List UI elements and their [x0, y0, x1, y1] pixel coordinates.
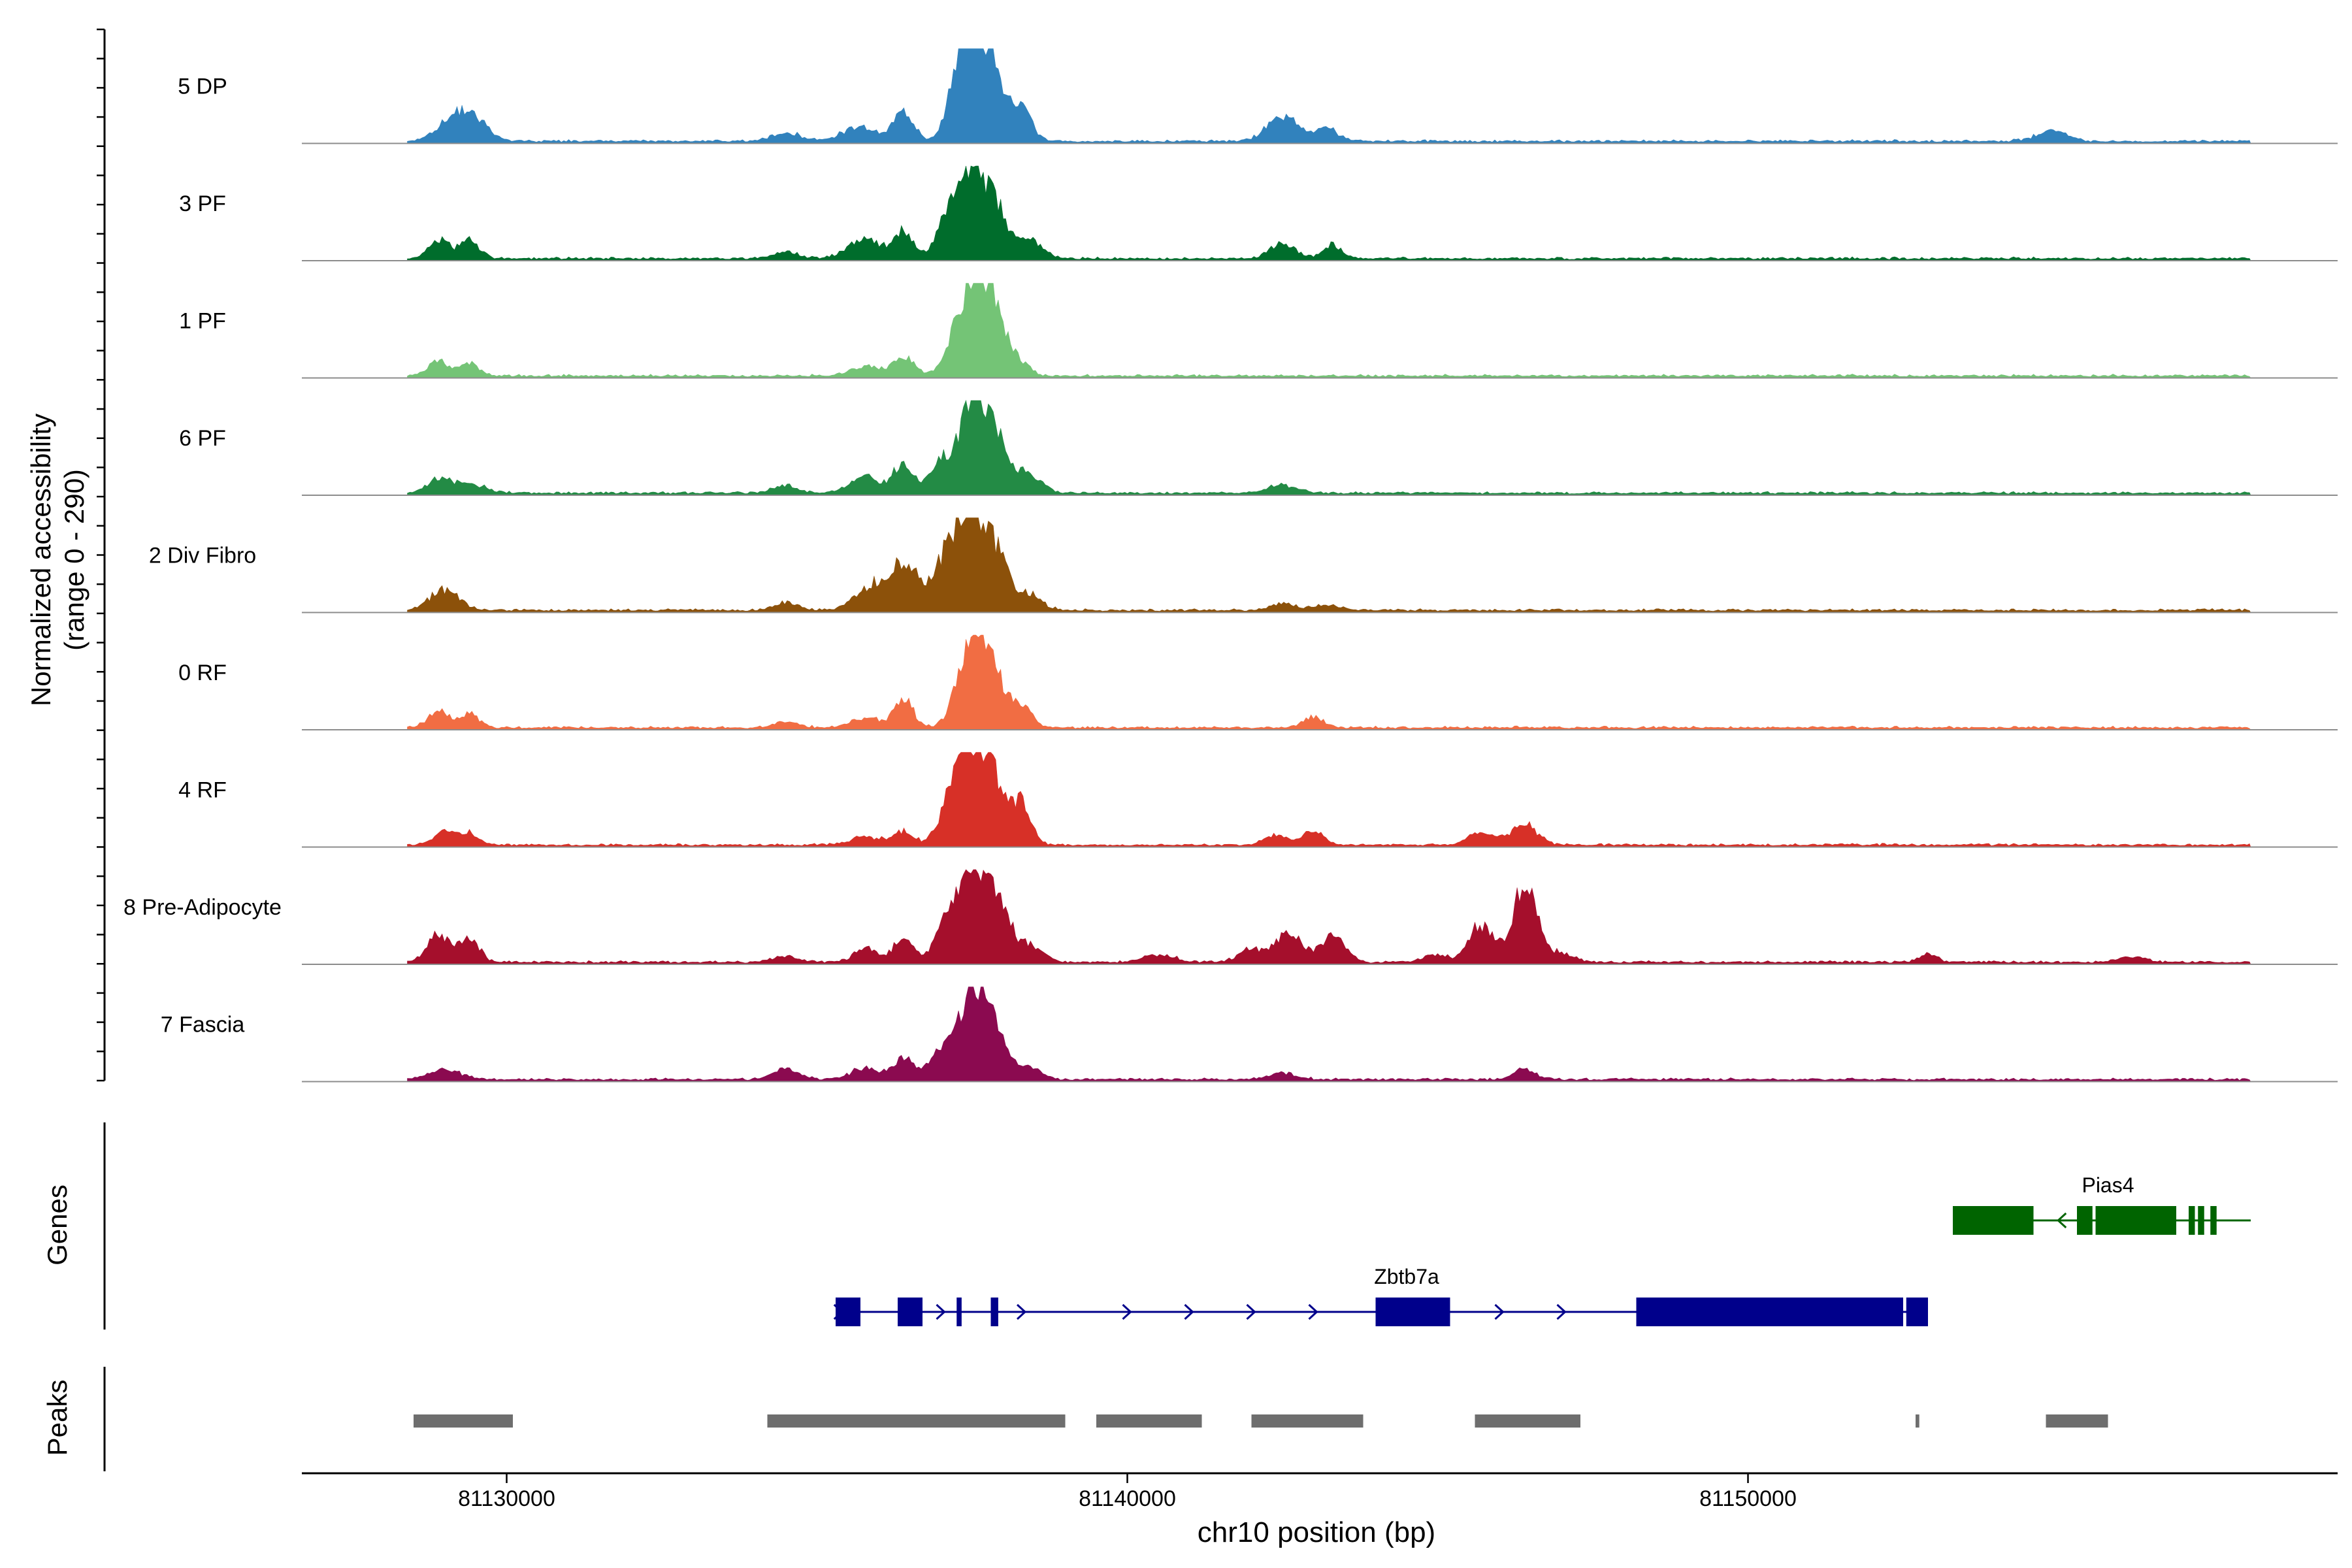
coverage-tracks: 5 DP 3 PF 1 PF 6 PF 2 Div Fibro 0 RF 4 RF 8 Pre… [123, 48, 2338, 1083]
track-label-5-dp: 5 DP [178, 74, 227, 99]
peak-region [2046, 1414, 2108, 1428]
genes-track-label: Genes [42, 1184, 73, 1266]
track-label-4-rf: 4 RF [178, 778, 227, 803]
peak-region [1916, 1414, 1919, 1428]
strand-arrow-zbtb7a [833, 1303, 843, 1320]
gene-exon-pias4 [1953, 1206, 2034, 1235]
strand-arrow-zbtb7a [1122, 1303, 1132, 1320]
strand-arrow-zbtb7a [1246, 1303, 1256, 1320]
peak-track [414, 1414, 2108, 1428]
gene-label-pias4: Pias4 [2082, 1173, 2134, 1197]
gene-exon-pias4 [2077, 1206, 2093, 1235]
track-label-6-pf: 6 PF [179, 426, 226, 451]
peak-region [414, 1414, 513, 1428]
coverage-2-div-fibro [407, 517, 2251, 613]
y-axis-range: (range 0 - 290) [59, 469, 90, 651]
peak-region [1096, 1414, 1202, 1428]
track-label-2-div-fibro: 2 Div Fibro [149, 544, 256, 568]
coverage-5-dp [407, 48, 2251, 144]
gene-exon-pias4 [2095, 1206, 2176, 1235]
strand-arrow-zbtb7a [1494, 1303, 1505, 1320]
coverage-3-pf [407, 165, 2251, 261]
strand-arrow-zbtb7a [1308, 1303, 1318, 1320]
gene-exon-zbtb7a [1636, 1298, 1903, 1326]
gene-label-zbtb7a: Zbtb7a [1374, 1265, 1439, 1288]
gene-exon-zbtb7a [1906, 1298, 1928, 1326]
track-label-7-fascia: 7 Fascia [161, 1013, 245, 1037]
gene-exon-pias4 [2198, 1206, 2204, 1235]
x-tick-label: 81150000 [1699, 1486, 1797, 1511]
strand-arrow-zbtb7a [1016, 1303, 1027, 1320]
axes: 81130000 81140000 81150000 [97, 28, 2338, 1511]
track-label-1-pf: 1 PF [179, 309, 226, 334]
gene-exon-pias4 [2210, 1206, 2217, 1235]
gene-exon-zbtb7a [956, 1298, 962, 1326]
coverage-6-pf [407, 399, 2251, 496]
gene-exon-zbtb7a [1375, 1298, 1450, 1326]
gene-exon-zbtb7a [836, 1298, 860, 1326]
track-label-3-pf: 3 PF [179, 191, 226, 216]
gene-exon-zbtb7a [990, 1298, 998, 1326]
x-axis-title: chr10 position (bp) [1198, 1516, 1435, 1548]
peak-region [767, 1414, 1066, 1428]
coverage-0-rf [407, 634, 2251, 730]
gene-track: Zbtb7a Pias4 [833, 1173, 2251, 1326]
coverage-8-pre-adipocyte [407, 869, 2251, 965]
strand-arrow-zbtb7a [936, 1303, 946, 1320]
track-label-8-pre-adipocyte: 8 Pre-Adipocyte [123, 895, 282, 920]
coverage-7-fascia [407, 987, 2251, 1082]
gene-exon-zbtb7a [898, 1298, 923, 1326]
y-axis-title: Normalized accessibility [25, 414, 56, 706]
coverage-1-pf [407, 283, 2251, 378]
track-label-0-rf: 0 RF [178, 661, 227, 685]
gene-exon-pias4 [2189, 1206, 2195, 1235]
peaks-track-label: Peaks [42, 1380, 73, 1456]
peak-region [1251, 1414, 1364, 1428]
x-tick-label: 81130000 [458, 1486, 555, 1511]
strand-arrow-pias4 [2057, 1212, 2067, 1229]
peak-region [1475, 1414, 1580, 1428]
strand-arrow-zbtb7a [1184, 1303, 1194, 1320]
x-tick-label: 81140000 [1079, 1486, 1176, 1511]
strand-arrow-zbtb7a [1556, 1303, 1567, 1320]
coverage-4-rf [407, 752, 2251, 847]
